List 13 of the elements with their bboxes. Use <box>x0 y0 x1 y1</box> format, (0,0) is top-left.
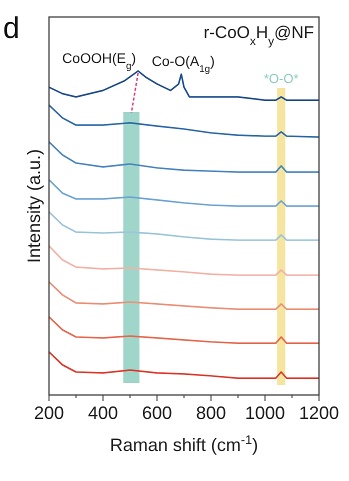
x-tick-label: 800 <box>196 403 226 423</box>
band-label: *O-O* <box>264 71 299 86</box>
annotation: Co-O(A$_{1g}$) <box>152 53 215 75</box>
text: d <box>3 12 20 45</box>
y-axis-title: Intensity (a.u.) <box>24 148 44 264</box>
x-tick-label: 200 <box>34 403 64 423</box>
x-tick-label: 1000 <box>244 403 286 423</box>
x-tick-label: 1200 <box>298 403 340 423</box>
x-tick-label: 600 <box>142 403 172 423</box>
x-axis-title: Raman shift (cm$^{-1}$) <box>110 433 258 455</box>
annotation: CoOOH(E$_{g}$) <box>62 50 136 72</box>
text: r-CoO$_{x}$H$_{y}$@NF <box>204 23 314 48</box>
x-tick-label: 400 <box>88 403 118 423</box>
